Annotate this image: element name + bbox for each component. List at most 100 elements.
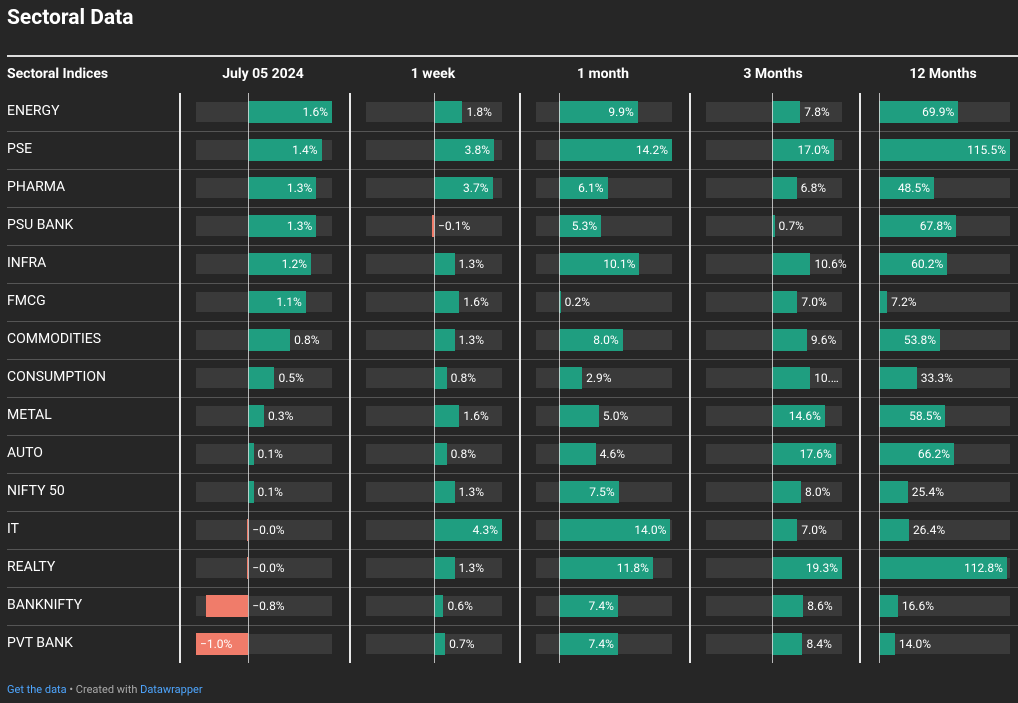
value-label: −0.1% xyxy=(438,219,471,233)
value-label: 8.0% xyxy=(593,333,619,347)
bar xyxy=(559,329,623,351)
row-separator xyxy=(351,283,519,284)
row-separator xyxy=(861,359,1018,360)
zero-line xyxy=(879,169,880,207)
column-separator xyxy=(519,93,521,663)
row-name: INFRA xyxy=(7,255,47,271)
bar xyxy=(772,329,807,351)
zero-line xyxy=(434,549,435,587)
value-label: 0.2% xyxy=(564,295,591,309)
zero-line xyxy=(559,435,561,473)
zero-line xyxy=(879,435,880,473)
value-label: 0.5% xyxy=(278,371,304,385)
zero-line xyxy=(559,359,561,397)
row-separator xyxy=(181,549,349,550)
bar xyxy=(559,101,638,123)
value-label: 1.3% xyxy=(458,257,484,271)
value-label: 0.8% xyxy=(450,371,477,385)
value-label: 7.5% xyxy=(589,485,615,499)
bar xyxy=(434,633,446,655)
row-separator xyxy=(521,131,689,132)
value-label: 0.1% xyxy=(257,485,283,499)
bar xyxy=(772,291,798,313)
zero-line xyxy=(434,93,435,131)
value-label: 1.8% xyxy=(466,105,492,119)
row-separator xyxy=(181,397,349,398)
row-separator xyxy=(181,625,349,626)
row-separator xyxy=(691,283,859,284)
zero-line xyxy=(434,473,435,511)
bar xyxy=(248,481,254,503)
bar-track xyxy=(196,406,332,426)
row-separator xyxy=(861,207,1018,208)
row-separator xyxy=(861,587,1018,588)
bar xyxy=(248,367,275,389)
bar xyxy=(434,139,495,161)
bar xyxy=(879,405,946,427)
bar xyxy=(879,177,934,199)
column-separator xyxy=(859,93,861,663)
bar xyxy=(434,329,455,351)
value-label: 115.5% xyxy=(967,143,1006,157)
header-cell: July 05 2024 xyxy=(222,66,304,82)
bar xyxy=(196,633,249,655)
row-name: AUTO xyxy=(7,445,43,461)
row-separator xyxy=(691,397,859,398)
bar xyxy=(879,519,909,541)
row-name: PVT BANK xyxy=(7,635,73,651)
header-rule xyxy=(7,55,1018,57)
bar xyxy=(248,443,254,465)
bar-track xyxy=(879,292,1010,312)
bar xyxy=(434,291,460,313)
value-label: 0.6% xyxy=(447,599,473,613)
value-label: 11.8% xyxy=(616,561,649,575)
zero-line xyxy=(879,283,880,321)
zero-line xyxy=(434,625,435,663)
value-label: 0.8% xyxy=(450,447,477,461)
zero-line xyxy=(772,245,773,283)
value-label: 7.2% xyxy=(891,295,917,309)
value-label: 2.9% xyxy=(586,371,612,385)
zero-line xyxy=(772,473,773,511)
header-cell: 3 Months xyxy=(743,66,803,82)
row-name: PHARMA xyxy=(7,179,66,195)
row-separator xyxy=(521,397,689,398)
bar xyxy=(559,595,618,617)
bar xyxy=(879,595,898,617)
value-label: 1.3% xyxy=(286,219,313,233)
row-separator xyxy=(691,587,859,588)
bar-track xyxy=(196,444,332,464)
value-label: 1.3% xyxy=(458,485,484,499)
zero-line xyxy=(772,169,773,207)
bar xyxy=(879,481,908,503)
zero-line xyxy=(559,549,561,587)
value-label: 14.0% xyxy=(898,637,932,651)
row-name: METAL xyxy=(7,407,52,423)
row-separator xyxy=(521,587,689,588)
zero-line xyxy=(879,625,880,663)
value-label: 10.6% xyxy=(814,257,847,271)
row-separator xyxy=(181,207,349,208)
row-separator xyxy=(351,397,519,398)
row-separator xyxy=(351,131,519,132)
bar-track xyxy=(196,520,332,540)
value-label: 5.0% xyxy=(602,409,629,423)
datawrapper-link[interactable]: Datawrapper xyxy=(140,683,203,696)
zero-line xyxy=(559,587,561,625)
get-data-link[interactable]: Get the data xyxy=(7,683,67,696)
bar xyxy=(879,633,895,655)
row-name: COMMODITIES xyxy=(7,331,102,347)
zero-line xyxy=(772,93,773,131)
zero-line xyxy=(559,625,561,663)
row-separator xyxy=(861,397,1018,398)
zero-line xyxy=(248,473,250,511)
row-separator xyxy=(7,511,179,512)
header-cell: 1 month xyxy=(577,66,629,82)
bar xyxy=(772,595,804,617)
bar xyxy=(879,557,1007,579)
zero-line xyxy=(434,245,435,283)
bar xyxy=(879,253,948,275)
value-label: 3.7% xyxy=(463,181,489,195)
value-label: 4.6% xyxy=(599,447,626,461)
